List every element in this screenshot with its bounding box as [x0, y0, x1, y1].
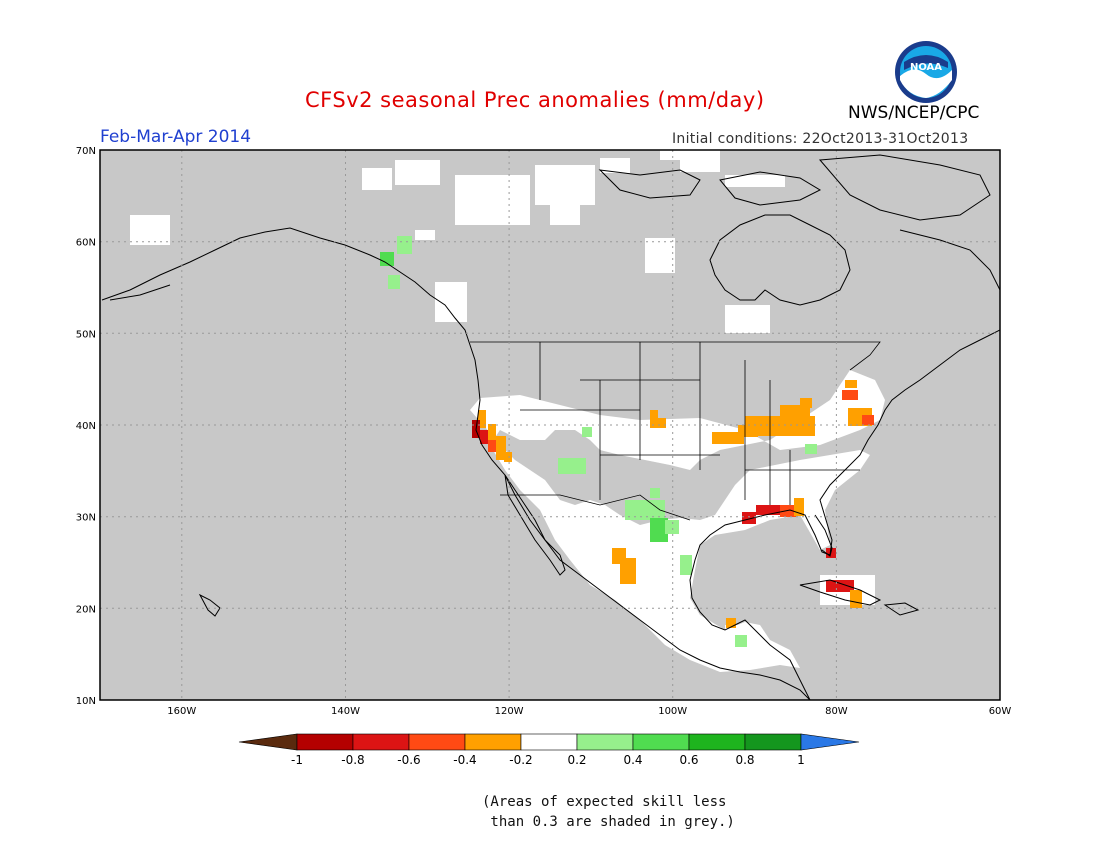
anomaly-cell: [845, 380, 857, 388]
anomaly-cell: [620, 558, 636, 584]
anomaly-cell: [504, 452, 512, 462]
lat-label: 70N: [76, 146, 96, 157]
legend-label: 1: [797, 753, 805, 767]
anomaly-cell: [658, 418, 666, 428]
initial-conditions: Initial conditions: 22Oct2013-31Oct2013: [672, 131, 969, 147]
boundaries: [470, 341, 881, 521]
anomaly-cell: [826, 580, 854, 592]
anomaly-map: 70N 60N 50N 40N 30N 20N 10N 160W 140W 12…: [76, 146, 1012, 717]
legend-labels: -1 -0.8 -0.6 -0.4 -0.2 0.2 0.4 0.6 0.8 1: [291, 753, 805, 767]
lon-label: 80W: [825, 706, 848, 717]
legend-label: -0.2: [509, 753, 532, 767]
skill-footnote: (Areas of expected skill less than 0.3 a…: [482, 792, 735, 832]
coastlines: [101, 154, 1000, 700]
anomaly-cell: [680, 555, 692, 575]
legend-label: -0.4: [453, 753, 476, 767]
legend-label: 0.2: [567, 753, 586, 767]
anomaly-cell: [805, 444, 817, 454]
anomaly-cell: [735, 635, 747, 647]
lat-label: 60N: [76, 238, 96, 249]
lon-label: 120W: [495, 706, 524, 717]
legend-arrow-low: [238, 733, 298, 751]
forecast-period: Feb-Mar-Apr 2014: [100, 127, 252, 147]
lat-lon-grid: [100, 150, 1000, 700]
anomaly-cell: [625, 500, 665, 520]
anomaly-cell: [742, 512, 756, 524]
legend-arrow-high: [800, 733, 860, 751]
anomaly-cell: [478, 410, 486, 428]
anomaly-cell: [558, 458, 586, 474]
anomaly-cell: [726, 618, 736, 628]
legend-label: 0.4: [623, 753, 642, 767]
anomaly-cell: [488, 440, 496, 452]
legend-label: -0.6: [397, 753, 420, 767]
agency-label: NWS/NCEP/CPC: [848, 103, 980, 123]
anomaly-cell: [380, 252, 394, 266]
legend-bin: [520, 733, 578, 751]
lat-label: 20N: [76, 604, 96, 615]
legend-label: -0.8: [341, 753, 364, 767]
footnote-line-1: (Areas of expected skill less: [482, 794, 727, 810]
legend-bin: [744, 733, 802, 751]
anomaly-cell: [850, 590, 862, 608]
anomaly-cell: [650, 410, 658, 428]
lon-label: 60W: [989, 706, 1012, 717]
footnote-line-2: than 0.3 are shaded in grey.): [482, 814, 735, 830]
legend-bin: [352, 733, 410, 751]
anomaly-cell: [745, 416, 815, 436]
anomaly-cell: [712, 432, 744, 444]
anomaly-cell: [650, 518, 668, 542]
legend-bin: [464, 733, 522, 751]
legend-bins: [238, 733, 860, 751]
lat-labels: 70N 60N 50N 40N 30N 20N 10N: [76, 146, 96, 707]
anomaly-cell: [756, 505, 782, 515]
noaa-logo-text: NOAA: [910, 62, 942, 73]
lon-labels: 160W 140W 120W 100W 80W 60W: [167, 706, 1011, 717]
anomaly-cell: [665, 520, 679, 534]
anomaly-cell: [862, 415, 874, 425]
anomaly-cell: [780, 405, 810, 420]
anomaly-shading: [380, 236, 874, 647]
lon-label: 140W: [331, 706, 360, 717]
map-title: CFSv2 seasonal Prec anomalies (mm/day): [305, 88, 765, 112]
noaa-logo-icon: NOAA: [895, 41, 957, 103]
lon-label: 100W: [658, 706, 687, 717]
anomaly-cell: [650, 488, 660, 498]
legend-bin: [576, 733, 634, 751]
legend-label: 0.8: [735, 753, 754, 767]
legend-bin: [688, 733, 746, 751]
legend-label: -1: [291, 753, 303, 767]
anomaly-cell: [800, 398, 812, 408]
lat-label: 10N: [76, 696, 96, 707]
lon-label: 160W: [167, 706, 196, 717]
anomaly-cell: [488, 424, 496, 440]
legend-bin: [632, 733, 690, 751]
legend-bin: [296, 733, 354, 751]
anomaly-cell: [480, 430, 488, 444]
anomaly-cell: [397, 236, 412, 254]
lat-label: 40N: [76, 421, 96, 432]
anomaly-cell: [582, 427, 592, 437]
lat-label: 50N: [76, 329, 96, 340]
map-frame: [99, 149, 1001, 701]
anomaly-cell: [780, 505, 796, 517]
anomaly-cell: [388, 275, 400, 289]
anomaly-cell: [842, 390, 858, 400]
legend-label: 0.6: [679, 753, 698, 767]
legend-bin: [408, 733, 466, 751]
lat-label: 30N: [76, 513, 96, 524]
anomaly-cell: [496, 436, 506, 460]
anomaly-cell: [794, 498, 804, 516]
